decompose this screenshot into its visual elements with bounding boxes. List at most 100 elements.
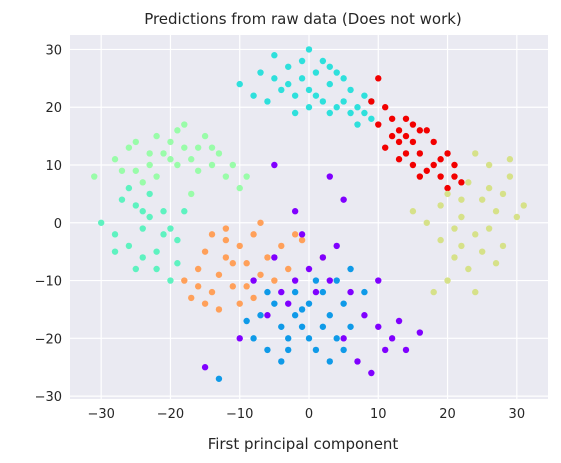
scatter-point xyxy=(409,161,417,169)
scatter-point xyxy=(181,277,188,284)
scatter-point xyxy=(506,173,514,180)
scatter-point xyxy=(319,57,327,65)
scatter-point xyxy=(271,277,278,284)
scatter-point xyxy=(326,358,333,365)
scatter-point xyxy=(382,104,389,111)
scatter-point xyxy=(181,144,188,151)
scatter-point xyxy=(423,167,430,174)
scatter-point xyxy=(492,208,500,215)
scatter-point xyxy=(347,265,354,273)
scatter-point xyxy=(465,265,472,273)
scatter-point xyxy=(395,138,403,146)
scatter-point xyxy=(298,236,306,244)
scatter-point xyxy=(437,173,444,180)
scatter-point xyxy=(499,242,507,250)
scatter-point xyxy=(285,265,292,273)
scatter-point xyxy=(326,277,333,284)
scatter-point xyxy=(139,179,146,186)
scatter-point xyxy=(382,144,389,151)
scatter-point xyxy=(264,288,271,296)
scatter-point xyxy=(285,300,292,307)
scatter-point xyxy=(278,242,285,250)
scatter-point xyxy=(333,104,340,111)
scatter-point xyxy=(146,161,153,169)
scatter-point xyxy=(91,173,98,180)
scatter-point xyxy=(340,196,347,203)
scatter-point xyxy=(395,317,403,325)
scatter-point xyxy=(492,260,500,267)
scatter-point xyxy=(430,161,437,169)
scatter-point xyxy=(485,161,493,169)
scatter-point xyxy=(305,104,313,111)
scatter-point xyxy=(271,300,278,307)
y-tick-label: 20 xyxy=(45,101,62,116)
scatter-point xyxy=(423,127,430,134)
scatter-point xyxy=(361,288,368,296)
scatter-point xyxy=(285,335,292,342)
scatter-point xyxy=(111,248,119,255)
scatter-point xyxy=(125,242,133,250)
scatter-point xyxy=(174,260,181,267)
cluster-series xyxy=(97,184,188,284)
scatter-point xyxy=(340,335,347,342)
scatter-point xyxy=(319,323,327,330)
scatter-point xyxy=(333,242,340,250)
scatter-point xyxy=(312,277,320,284)
scatter-point xyxy=(132,202,140,209)
scatter-point xyxy=(257,312,264,319)
scatter-point xyxy=(291,109,299,117)
scatter-point xyxy=(139,225,146,232)
scatter-point xyxy=(499,190,507,198)
scatter-point xyxy=(250,294,257,302)
scatter-point xyxy=(111,156,119,163)
x-tick-label: 30 xyxy=(509,407,526,422)
scatter-point xyxy=(340,300,347,307)
x-tick-label: 10 xyxy=(370,407,387,422)
scatter-point xyxy=(402,346,410,354)
scatter-point xyxy=(458,213,465,221)
scatter-point xyxy=(333,335,340,342)
cluster-series xyxy=(201,161,424,377)
scatter-point xyxy=(305,300,313,307)
scatter-point xyxy=(465,179,472,186)
scatter-point xyxy=(243,283,250,290)
scatter-point xyxy=(368,115,375,122)
scatter-point xyxy=(174,236,181,244)
scatter-point xyxy=(194,167,202,174)
scatter-point xyxy=(167,156,174,163)
scatter-point xyxy=(395,127,403,134)
scatter-point xyxy=(125,144,133,151)
cluster-series xyxy=(368,75,465,192)
y-tick-label: 30 xyxy=(45,43,62,58)
scatter-point xyxy=(278,358,285,365)
scatter-point xyxy=(298,231,306,238)
scatter-point xyxy=(153,173,160,180)
scatter-point xyxy=(409,121,417,128)
y-tick-label: −10 xyxy=(35,275,62,290)
scatter-point xyxy=(333,69,340,76)
scatter-point xyxy=(298,323,306,330)
scatter-point xyxy=(451,161,458,169)
scatter-point xyxy=(319,288,327,296)
cluster-series xyxy=(409,150,527,296)
scatter-point xyxy=(375,75,382,82)
scatter-point xyxy=(236,300,243,307)
x-tick-label: −10 xyxy=(226,407,253,422)
scatter-point xyxy=(194,283,202,290)
scatter-point xyxy=(243,173,250,180)
chart-title: Predictions from raw data (Does not work… xyxy=(144,10,462,28)
x-tick-label: −30 xyxy=(87,407,114,422)
scatter-point xyxy=(201,300,209,307)
scatter-point xyxy=(416,150,424,157)
scatter-point xyxy=(395,156,403,163)
scatter-point xyxy=(153,265,160,273)
scatter-point xyxy=(444,277,451,284)
scatter-point xyxy=(291,208,299,215)
scatter-point xyxy=(271,75,278,82)
x-tick-labels: −30 −20 −10 0 10 20 30 xyxy=(87,407,525,422)
scatter-point xyxy=(409,208,417,215)
y-tick-label: 10 xyxy=(45,159,62,174)
scatter-point xyxy=(305,46,313,53)
scatter-point xyxy=(243,260,250,267)
scatter-point xyxy=(375,121,382,128)
